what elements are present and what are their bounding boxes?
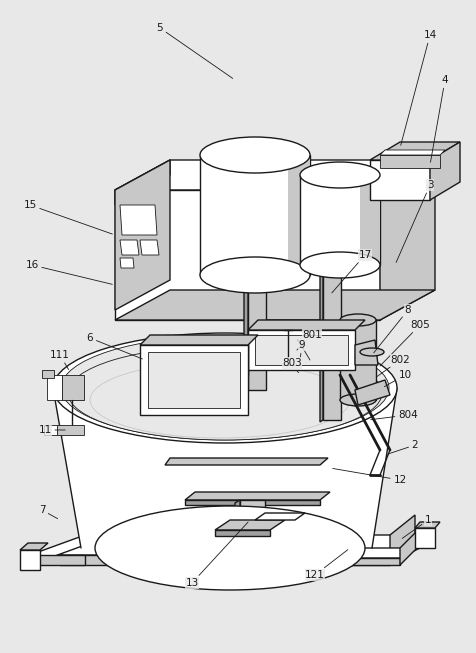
- Ellipse shape: [199, 137, 309, 173]
- Ellipse shape: [299, 252, 379, 278]
- Polygon shape: [235, 500, 239, 558]
- Polygon shape: [140, 345, 248, 415]
- Polygon shape: [115, 160, 169, 310]
- Polygon shape: [354, 340, 377, 365]
- Text: 3: 3: [395, 180, 432, 263]
- Polygon shape: [279, 548, 419, 558]
- Polygon shape: [279, 558, 399, 565]
- Text: 801: 801: [297, 330, 321, 350]
- Polygon shape: [389, 515, 414, 565]
- Polygon shape: [47, 375, 62, 400]
- Text: 15: 15: [23, 200, 112, 234]
- Polygon shape: [185, 492, 329, 500]
- Ellipse shape: [339, 394, 375, 406]
- Ellipse shape: [90, 362, 349, 438]
- Polygon shape: [322, 195, 340, 420]
- Polygon shape: [359, 175, 379, 265]
- Polygon shape: [20, 550, 40, 570]
- Ellipse shape: [95, 506, 364, 590]
- Polygon shape: [115, 160, 434, 190]
- Polygon shape: [57, 425, 84, 435]
- Polygon shape: [120, 240, 139, 255]
- Polygon shape: [248, 320, 364, 330]
- Polygon shape: [414, 528, 434, 548]
- Ellipse shape: [299, 162, 379, 188]
- Polygon shape: [354, 380, 389, 405]
- Polygon shape: [369, 160, 429, 200]
- Polygon shape: [115, 160, 169, 205]
- Polygon shape: [172, 341, 241, 369]
- Polygon shape: [53, 388, 396, 548]
- Text: 9: 9: [298, 340, 305, 357]
- Polygon shape: [60, 535, 414, 555]
- Polygon shape: [239, 500, 265, 555]
- Text: 14: 14: [400, 30, 436, 146]
- Polygon shape: [414, 522, 439, 528]
- Polygon shape: [42, 370, 54, 378]
- Polygon shape: [248, 195, 266, 390]
- Polygon shape: [165, 458, 327, 465]
- Text: 16: 16: [25, 260, 112, 284]
- Polygon shape: [255, 513, 304, 520]
- Text: 805: 805: [379, 320, 429, 366]
- Text: 11: 11: [38, 425, 65, 435]
- Ellipse shape: [61, 336, 388, 440]
- Polygon shape: [30, 535, 85, 565]
- Polygon shape: [248, 330, 354, 370]
- Polygon shape: [399, 528, 419, 565]
- Polygon shape: [339, 320, 375, 400]
- Polygon shape: [140, 240, 159, 255]
- Polygon shape: [115, 290, 434, 320]
- Polygon shape: [62, 375, 84, 400]
- Text: 6: 6: [87, 333, 142, 359]
- Text: 10: 10: [384, 370, 411, 387]
- Polygon shape: [199, 155, 309, 275]
- Polygon shape: [60, 555, 389, 565]
- Text: 1: 1: [401, 515, 430, 538]
- Text: 5: 5: [156, 23, 232, 78]
- Polygon shape: [44, 425, 57, 435]
- Polygon shape: [165, 335, 248, 375]
- Polygon shape: [244, 195, 248, 392]
- Polygon shape: [369, 142, 459, 160]
- Polygon shape: [148, 352, 239, 408]
- Ellipse shape: [359, 348, 383, 356]
- Polygon shape: [215, 530, 269, 536]
- Polygon shape: [20, 543, 48, 550]
- Polygon shape: [140, 335, 258, 345]
- Ellipse shape: [68, 346, 381, 440]
- Text: 17: 17: [331, 250, 371, 293]
- Polygon shape: [319, 195, 322, 422]
- Text: 12: 12: [332, 468, 406, 485]
- Ellipse shape: [339, 314, 375, 326]
- Text: 2: 2: [387, 440, 417, 454]
- Text: 804: 804: [370, 410, 417, 420]
- Polygon shape: [120, 258, 134, 268]
- Polygon shape: [215, 520, 284, 530]
- Polygon shape: [299, 175, 379, 265]
- Polygon shape: [379, 160, 434, 320]
- Polygon shape: [120, 205, 157, 235]
- Text: 4: 4: [429, 75, 447, 162]
- Ellipse shape: [53, 333, 396, 443]
- Polygon shape: [185, 500, 319, 505]
- Polygon shape: [379, 155, 439, 168]
- Polygon shape: [255, 335, 347, 365]
- Text: 121: 121: [305, 550, 347, 580]
- Text: 13: 13: [185, 522, 248, 588]
- Polygon shape: [115, 190, 379, 320]
- Text: 803: 803: [281, 358, 301, 373]
- Polygon shape: [288, 155, 309, 275]
- Text: 802: 802: [377, 355, 409, 376]
- Text: 7: 7: [39, 505, 58, 518]
- Text: 8: 8: [373, 305, 410, 353]
- Polygon shape: [379, 150, 444, 155]
- Ellipse shape: [199, 257, 309, 293]
- Polygon shape: [30, 555, 85, 565]
- Text: 111: 111: [50, 350, 70, 370]
- Polygon shape: [429, 142, 459, 200]
